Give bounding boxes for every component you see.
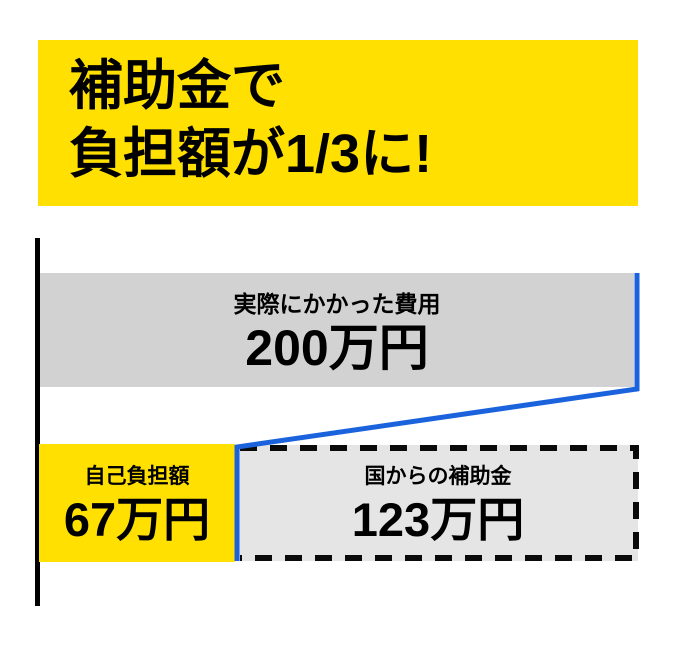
self-pay-box: 自己負担額 67万円: [39, 444, 235, 562]
subsidy-value: 123万円: [351, 493, 525, 547]
total-cost-bar: 実際にかかった費用 200万円: [40, 273, 634, 387]
self-pay-label: 自己負担額: [84, 465, 190, 489]
subsidy-box: 国からの補助金 123万円: [238, 445, 638, 561]
total-cost-value: 200万円: [245, 319, 429, 376]
vertical-axis-line: [35, 238, 40, 606]
title-banner: 補助金で 負担額が1/3に!: [38, 40, 638, 206]
title-line-1: 補助金で: [69, 56, 285, 116]
title-line-2: 負担額が1/3に!: [69, 124, 433, 184]
total-cost-label: 実際にかかった費用: [233, 290, 441, 317]
self-pay-value: 67万円: [63, 493, 211, 547]
subsidy-label: 国からの補助金: [364, 465, 512, 489]
